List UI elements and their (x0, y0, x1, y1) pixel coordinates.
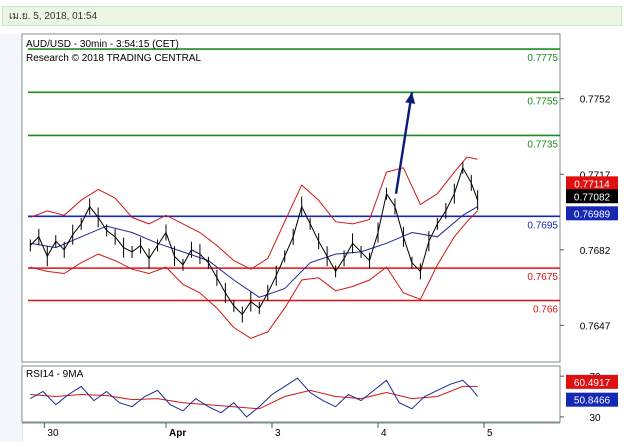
bollinger-lower-line (30, 210, 478, 339)
level-label-0: 0.7775 (527, 53, 558, 64)
chart-title: AUD/USD - 30min - 3:54:15 (CET) (26, 39, 179, 50)
price-tag-bg-2 (566, 206, 618, 221)
price-tag-0: 0.77114 (574, 179, 610, 190)
rsi-tag-1: 50.8466 (574, 396, 611, 407)
y-tick-label-2: 0.7682 (580, 246, 611, 257)
level-label-2: 0.7735 (527, 139, 558, 150)
level-label-1: 0.7755 (527, 96, 558, 107)
x-tick-label-2: 3 (275, 428, 281, 439)
forecast-arrow-line (394, 92, 414, 194)
level-label-3: 0.7695 (527, 220, 558, 231)
bollinger-upper-line (30, 156, 478, 270)
price-tag-bg-0 (566, 176, 618, 191)
rsi-ma-line (30, 385, 478, 410)
y-tick-label-1: 0.7717 (580, 170, 611, 181)
timestamp-banner: เม.ย. 5, 2018, 01:54 (2, 6, 622, 26)
x-tick-label-1: Apr (169, 428, 186, 439)
level-label-4: 0.7675 (527, 272, 558, 283)
rsi-title: RSI14 - 9MA (26, 369, 84, 380)
x-tick-label-3: 4 (381, 428, 387, 439)
rsi-plot-frame (21, 365, 561, 423)
rsi-tag-bg-0 (566, 374, 618, 389)
level-label-5: 0.766 (533, 305, 558, 316)
rsi-y-tick-label-1: 30 (589, 413, 601, 424)
price-tag-1: 0.77082 (574, 192, 611, 203)
rsi-tag-bg-1 (566, 392, 618, 407)
y-tick-label-3: 0.7647 (580, 321, 611, 332)
price-line (29, 166, 479, 316)
rsi-line (30, 377, 478, 418)
forecast-arrow-head (405, 92, 416, 104)
top-bar: เม.ย. 5, 2018, 01:54 (0, 0, 626, 30)
price-tag-2: 0.76989 (574, 209, 611, 220)
main-plot-frame (21, 33, 561, 363)
price-tag-bg-1 (566, 189, 618, 204)
x-tick-label-4: 5 (487, 428, 493, 439)
chart-subtitle: Research © 2018 TRADING CENTRAL (26, 53, 201, 64)
rsi-tag-0: 60.4917 (574, 378, 611, 389)
y-tick-label-0: 0.7752 (580, 95, 611, 106)
x-tick-label-0: 30 (47, 428, 59, 439)
